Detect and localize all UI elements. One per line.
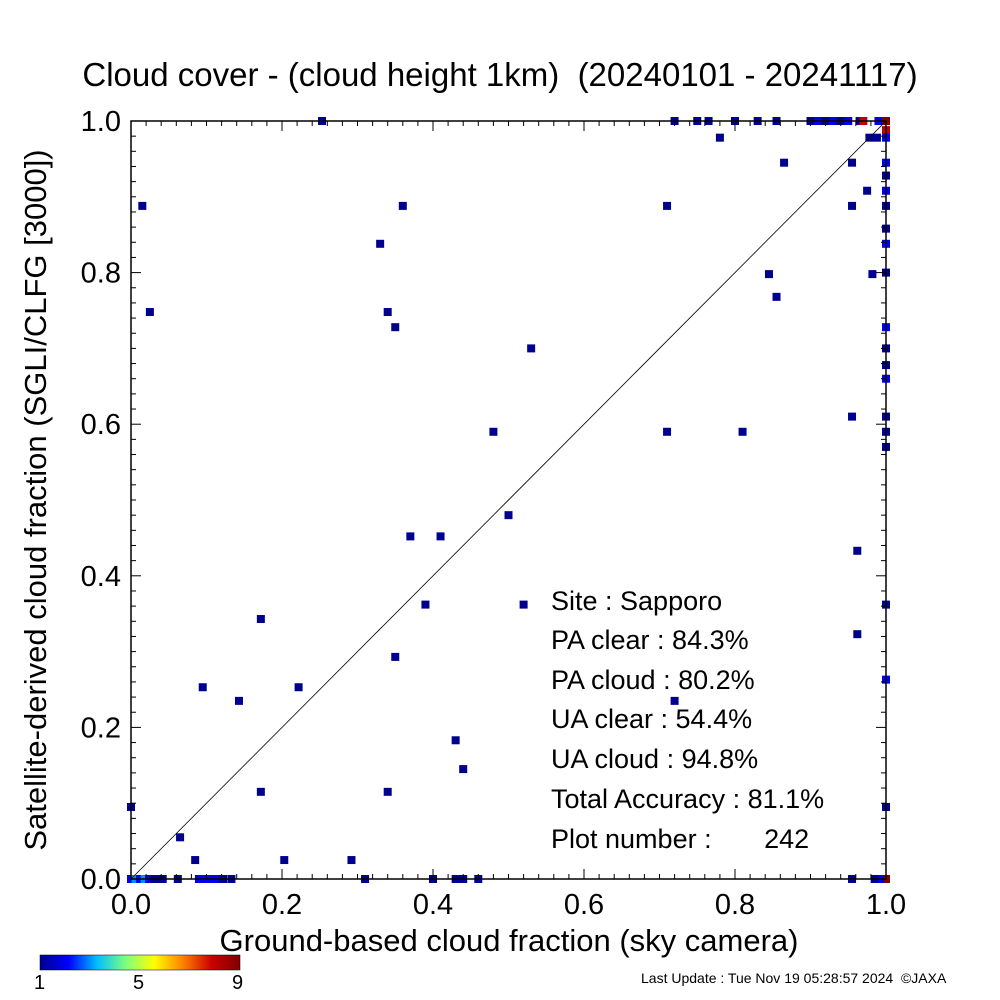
data-point [406, 532, 415, 541]
y-tick-label: 0.2 [81, 712, 121, 744]
data-point [391, 323, 400, 332]
data-point [256, 787, 265, 796]
data-point [421, 600, 430, 609]
data-point [772, 292, 781, 301]
colorbar-max-label: 9 [232, 972, 244, 994]
data-point [519, 600, 528, 609]
y-tick-label: 0.6 [81, 409, 121, 441]
data-point [780, 158, 789, 167]
data-point [504, 511, 513, 520]
data-point [198, 683, 207, 692]
data-point [191, 856, 200, 865]
x-tick-label: 0.0 [111, 889, 151, 921]
data-point [489, 427, 498, 436]
ticks-layer [130, 120, 887, 880]
data-point [280, 856, 289, 865]
footer-last-update: Last Update : Tue Nov 19 05:28:57 2024 ©… [641, 970, 947, 986]
data-point [853, 630, 862, 639]
x-tick-label: 1.0 [866, 889, 906, 921]
data-point [383, 308, 392, 317]
data-point [848, 412, 857, 421]
tick-labels: 0.0 0.2 0.4 0.6 0.8 1.0 0.0 0.2 0.4 0.6 0.8 1.0 [81, 106, 906, 921]
data-point [294, 683, 303, 692]
data-point [868, 270, 877, 279]
data-point [872, 133, 881, 142]
data-point [383, 787, 392, 796]
data-point [670, 696, 679, 705]
stat-ua-clear: UA clear : 54.4% [551, 704, 752, 734]
data-point [459, 765, 468, 774]
data-point [451, 736, 460, 745]
x-tick-label: 0.8 [715, 889, 755, 921]
stat-plot-number: Plot number : 242 [551, 824, 809, 854]
y-tick-label: 0.8 [81, 258, 121, 290]
data-point [853, 546, 862, 555]
colorbar-min-label: 1 [34, 972, 46, 994]
data-point [138, 201, 147, 210]
data-point [391, 652, 400, 661]
data-point [347, 856, 356, 865]
x-tick-label: 0.4 [413, 889, 453, 921]
data-point [176, 833, 185, 842]
x-axis-label: Ground-based cloud fraction (sky camera) [220, 923, 799, 958]
colorbar [39, 954, 241, 971]
y-axis-label: Satellite-derived cloud fraction (SGLI/C… [18, 149, 53, 850]
data-point [527, 344, 536, 353]
data-point [398, 201, 407, 210]
data-point [376, 239, 385, 248]
data-point [436, 532, 445, 541]
x-tick-label: 0.2 [262, 889, 302, 921]
stat-site: Site : Sapporo [551, 586, 722, 616]
stat-ua-cloud: UA cloud : 94.8% [551, 744, 758, 774]
stats-box: Site : Sapporo PA clear : 84.3% PA cloud… [551, 586, 824, 854]
data-point [848, 201, 857, 210]
data-point [663, 427, 672, 436]
data-point [764, 270, 773, 279]
colorbar-mid-label: 5 [133, 972, 145, 994]
data-point [738, 427, 747, 436]
y-tick-label: 0.4 [81, 561, 121, 593]
x-tick-label: 0.6 [564, 889, 604, 921]
y-tick-label: 0.0 [81, 864, 121, 896]
stat-total-accuracy: Total Accuracy : 81.1% [551, 784, 824, 814]
y-tick-label: 1.0 [81, 106, 121, 138]
data-point [863, 186, 872, 195]
one-to-one-line [130, 120, 887, 880]
chart-title: Cloud cover - (cloud height 1km) (202401… [82, 56, 918, 93]
data-point [848, 158, 857, 167]
data-point [256, 615, 265, 624]
data-point [715, 133, 724, 142]
data-point [145, 308, 154, 317]
stat-pa-cloud: PA cloud : 80.2% [551, 665, 755, 695]
data-point [663, 201, 672, 210]
stat-pa-clear: PA clear : 84.3% [551, 625, 749, 655]
data-point [234, 696, 243, 705]
